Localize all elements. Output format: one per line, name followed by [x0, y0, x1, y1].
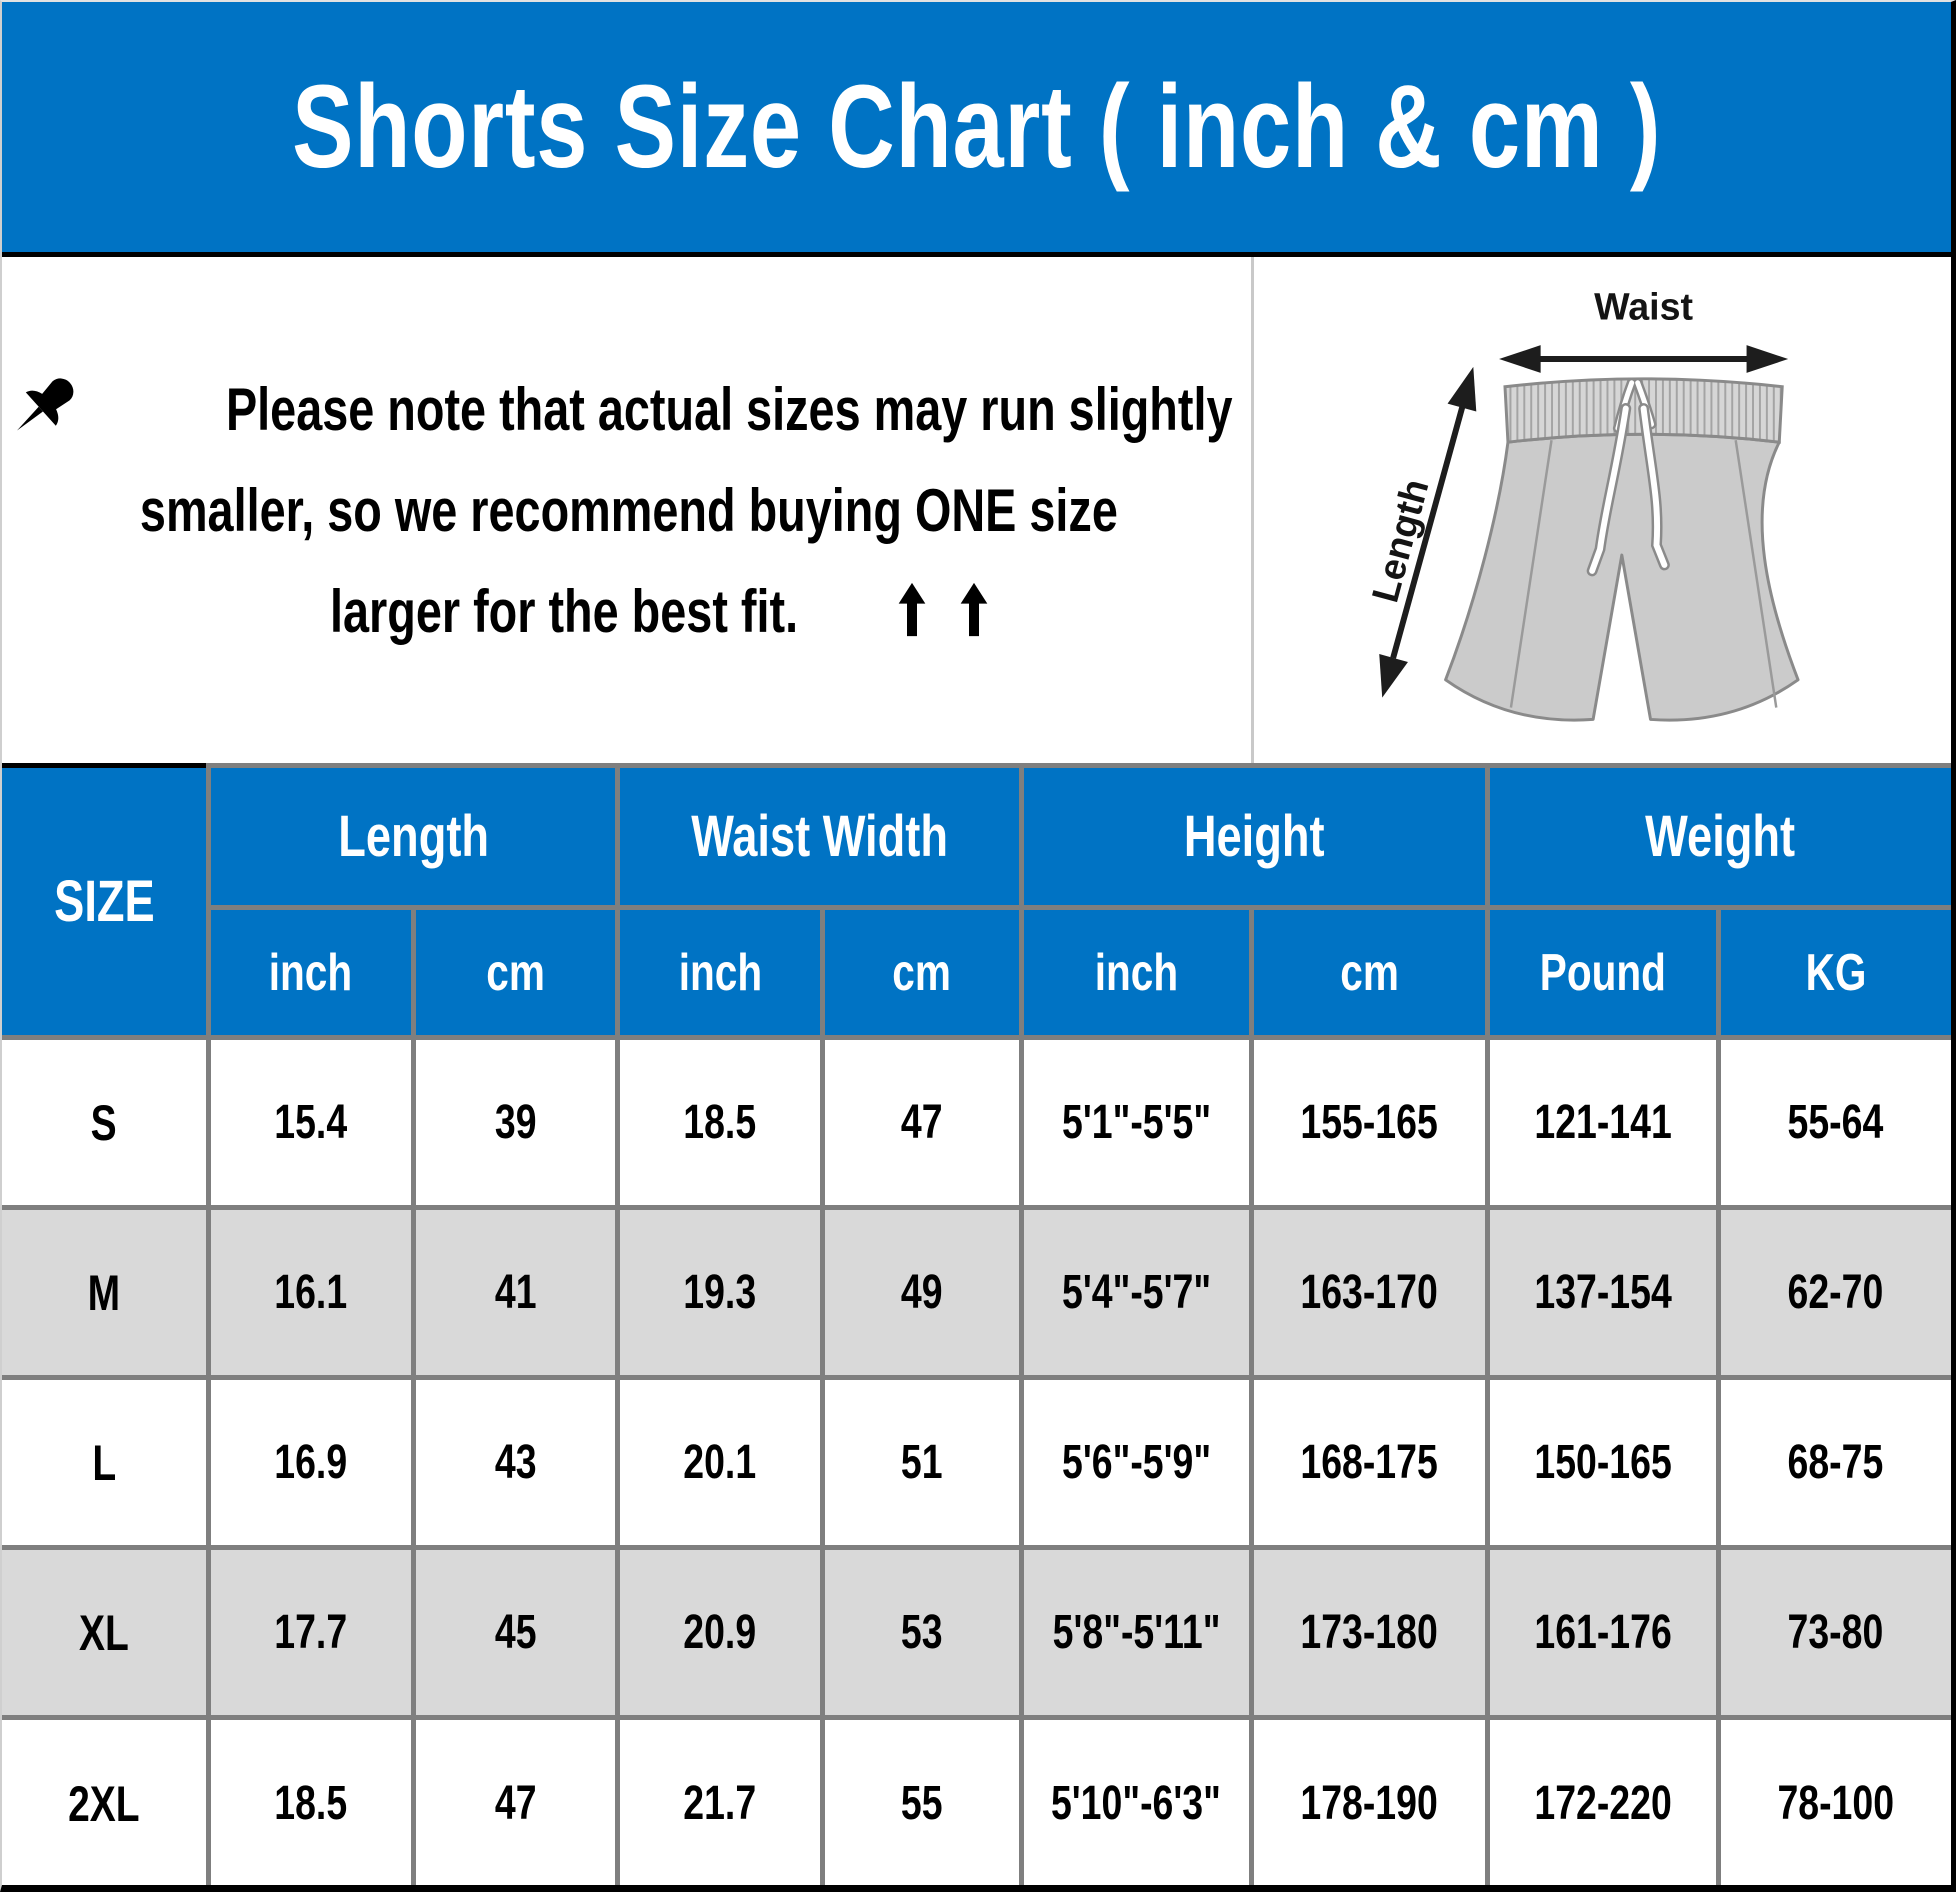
drawstring: [1586, 377, 1670, 577]
value-cell: 41: [410, 1205, 621, 1380]
note-text-1: Please note that actual sizes may run sl…: [225, 375, 1233, 443]
title-bar: Shorts Size Chart ( inch & cm ): [2, 2, 1951, 257]
value-cell: 39: [410, 1035, 621, 1210]
value-cell: 53: [820, 1545, 1024, 1720]
value-cell: 5'8"-5'11": [1018, 1545, 1254, 1720]
value-cell: 47: [820, 1035, 1024, 1210]
value-cell: 47: [410, 1715, 621, 1885]
size-table: SIZE Length Waist Width Height Weight in…: [2, 763, 1951, 1885]
unit-header: inch: [208, 905, 416, 1040]
size-cell: L: [2, 1375, 212, 1550]
value-cell: 18.5: [615, 1035, 826, 1210]
unit-header: KG: [1715, 905, 1951, 1040]
unit-header: cm: [820, 905, 1024, 1040]
value-cell: 45: [410, 1545, 621, 1720]
value-cell: 43: [410, 1375, 621, 1550]
value-cell: 168-175: [1248, 1375, 1490, 1550]
note-text-3: larger for the best fit.: [329, 577, 798, 645]
value-cell: 121-141: [1484, 1035, 1721, 1210]
value-cell: 137-154: [1484, 1205, 1721, 1380]
table-row-xl: XL 17.7 45 20.9 53 5'8"-5'11" 173-180 16…: [2, 1545, 1951, 1720]
note-line-2: smaller, so we recommend buying ONE size: [2, 460, 1251, 561]
header-group-row: SIZE Length Waist Width Height Weight: [2, 763, 1951, 1040]
middle-section: Please note that actual sizes may run sl…: [2, 257, 1951, 763]
value-cell: 5'10"-6'3": [1018, 1715, 1254, 1885]
value-cell: 68-75: [1715, 1375, 1951, 1550]
value-cell: 172-220: [1484, 1715, 1721, 1885]
value-cell: 20.9: [615, 1545, 826, 1720]
up-arrow-icon: [960, 582, 988, 636]
value-cell: 17.7: [206, 1545, 416, 1720]
size-note: Please note that actual sizes may run sl…: [2, 359, 1251, 662]
value-cell: 55: [820, 1715, 1024, 1885]
size-cell: M: [2, 1205, 212, 1380]
unit-header: Pound: [1484, 905, 1721, 1040]
unit-header: cm: [1248, 905, 1490, 1040]
waist-arrow: [1499, 345, 1789, 373]
note-text-2: smaller, so we recommend buying ONE size: [139, 476, 1118, 544]
col-header-length: Length: [206, 763, 621, 910]
length-arrow: [1379, 366, 1477, 698]
note-line-1: Please note that actual sizes may run sl…: [2, 359, 1251, 460]
value-cell: 178-190: [1248, 1715, 1490, 1885]
value-cell: 18.5: [206, 1715, 416, 1885]
size-cell: 2XL: [2, 1715, 212, 1885]
col-header-weight: Weight: [1484, 763, 1951, 910]
size-cell: S: [2, 1035, 212, 1210]
table-row-2xl: 2XL 18.5 47 21.7 55 5'10"-6'3" 178-190 1…: [2, 1715, 1951, 1885]
size-cell: XL: [2, 1545, 212, 1720]
value-cell: 21.7: [615, 1715, 826, 1885]
value-cell: 16.9: [206, 1375, 416, 1550]
table-row-l: L 16.9 43 20.1 51 5'6"-5'9" 168-175 150-…: [2, 1375, 1951, 1550]
value-cell: 173-180: [1248, 1545, 1490, 1720]
value-cell: 49: [820, 1205, 1024, 1380]
value-cell: 73-80: [1715, 1545, 1951, 1720]
value-cell: 78-100: [1715, 1715, 1951, 1885]
header-unit-row: inch cm inch cm inch cm Pound KG: [2, 905, 1951, 1040]
shorts-diagram: Waist Length: [1364, 285, 1800, 722]
shorts-diagram-panel: Waist Length: [1251, 257, 1951, 763]
value-cell: 20.1: [615, 1375, 826, 1550]
col-header-waist-width: Waist Width: [615, 763, 1024, 910]
value-cell: 15.4: [206, 1035, 416, 1210]
value-cell: 155-165: [1248, 1035, 1490, 1210]
col-header-height: Height: [1018, 763, 1490, 910]
value-cell: 19.3: [615, 1205, 826, 1380]
value-cell: 16.1: [206, 1205, 416, 1380]
table-row-s: S 15.4 39 18.5 47 5'1"-5'5" 155-165 121-…: [2, 1035, 1951, 1210]
value-cell: 5'1"-5'5": [1018, 1035, 1254, 1210]
value-cell: 51: [820, 1375, 1024, 1550]
value-cell: 5'4"-5'7": [1018, 1205, 1254, 1380]
unit-header: inch: [615, 905, 826, 1040]
col-header-size: SIZE: [2, 763, 212, 1040]
up-arrow-icon: [898, 582, 925, 636]
unit-header: inch: [1018, 905, 1254, 1040]
note-line-3: larger for the best fit.: [2, 561, 1251, 662]
value-cell: 163-170: [1248, 1205, 1490, 1380]
table-row-m: M 16.1 41 19.3 49 5'4"-5'7" 163-170 137-…: [2, 1205, 1951, 1380]
value-cell: 55-64: [1715, 1035, 1951, 1210]
note-panel: Please note that actual sizes may run sl…: [2, 257, 1251, 763]
value-cell: 161-176: [1484, 1545, 1721, 1720]
value-cell: 62-70: [1715, 1205, 1951, 1380]
value-cell: 150-165: [1484, 1375, 1721, 1550]
shorts-drawing: [1444, 377, 1800, 722]
unit-header: cm: [410, 905, 621, 1040]
value-cell: 5'6"-5'9": [1018, 1375, 1254, 1550]
pushpin-icon: [17, 377, 74, 430]
waist-label: Waist: [1594, 285, 1693, 327]
page-title: Shorts Size Chart ( inch & cm ): [291, 61, 1662, 193]
size-table-section: SIZE Length Waist Width Height Weight in…: [2, 763, 1951, 1885]
